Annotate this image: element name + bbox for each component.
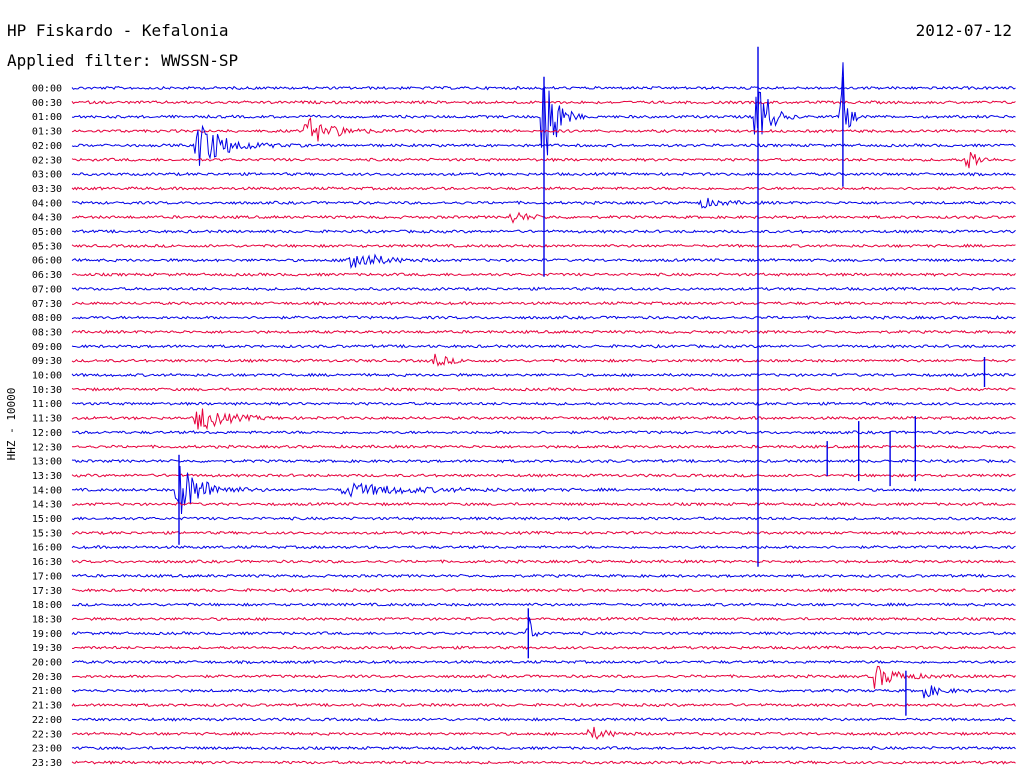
trace-row [71,685,1016,699]
trace-row [71,430,1016,435]
row-label: 11:30 [32,414,62,425]
trace-row [71,544,1016,550]
row-label: 17:00 [32,571,62,582]
row-label: 21:00 [32,686,62,697]
trace-row [71,516,1016,521]
row-label: 09:30 [32,356,62,367]
row-time-labels: 00:00 00:30 01:00 01:30 02:00 02:30 03:00 03:30… [32,84,62,769]
trace-row [71,401,1016,406]
record-date: 2012-07-12 [915,21,1012,40]
trace-row [71,587,1016,593]
trace-row [71,286,1016,292]
trace-row [71,665,1016,689]
row-label: 16:30 [32,557,62,568]
row-label: 23:30 [32,758,62,769]
row-label: 03:00 [32,170,62,181]
trace-row [71,315,1016,320]
row-label: 18:30 [32,614,62,625]
row-label: 00:30 [32,98,62,109]
row-label: 10:00 [32,371,62,382]
row-label: 06:30 [32,270,62,281]
row-label: 02:00 [32,141,62,152]
row-label: 00:00 [32,84,62,95]
row-label: 21:30 [32,701,62,712]
row-label: 16:00 [32,543,62,554]
row-label: 13:00 [32,457,62,468]
row-label: 15:30 [32,528,62,539]
trace-row [71,473,1016,478]
channel-label: HHZ - 10000 [5,388,18,461]
trace-row [71,645,1016,650]
trace-row [71,329,1016,335]
trace-row [71,465,1016,515]
row-label: 19:30 [32,643,62,654]
row-label: 06:00 [32,256,62,267]
row-label: 01:30 [32,127,62,138]
trace-row [71,301,1016,306]
trace-row [71,458,1016,464]
row-label: 04:30 [32,213,62,224]
station-title: HP Fiskardo - Kefalonia [7,21,229,40]
trace-row [71,559,1016,564]
row-label: 10:30 [32,385,62,396]
trace-row [71,602,1016,607]
trace-row [71,616,1016,622]
filter-label: Applied filter: WWSSN-SP [7,51,239,70]
row-label: 09:00 [32,342,62,353]
row-label: 22:00 [32,715,62,726]
row-label: 08:30 [32,327,62,338]
row-label: 20:00 [32,658,62,669]
row-label: 20:30 [32,672,62,683]
row-label: 01:00 [32,112,62,123]
row-label: 17:30 [32,586,62,597]
row-label: 14:30 [32,500,62,511]
row-label: 03:30 [32,184,62,195]
trace-row [71,760,1016,765]
trace-row [71,745,1016,751]
trace-row [71,372,1016,378]
row-label: 05:00 [32,227,62,238]
row-label: 04:00 [32,198,62,209]
trace-row [71,659,1016,665]
trace-row [71,353,1016,367]
trace-row [71,717,1016,722]
trace-row [71,702,1016,708]
row-label: 07:30 [32,299,62,310]
row-label: 11:00 [32,399,62,410]
trace-row [71,343,1016,349]
row-label: 23:00 [32,744,62,755]
row-label: 14:00 [32,485,62,496]
row-label: 05:30 [32,241,62,252]
trace-row [71,726,1016,740]
trace-row [71,387,1016,392]
row-label: 08:00 [32,313,62,324]
seismic-traces [71,46,1016,765]
trace-row [71,617,1016,638]
trace-row [71,573,1016,579]
row-label: 22:30 [32,729,62,740]
row-label: 18:00 [32,600,62,611]
trace-row [71,408,1016,431]
row-label: 15:00 [32,514,62,525]
trace-row [71,444,1016,449]
row-label: 13:30 [32,471,62,482]
trace-row [71,501,1016,507]
row-label: 07:00 [32,284,62,295]
row-label: 12:00 [32,428,62,439]
trace-row [71,530,1016,536]
row-label: 12:30 [32,442,62,453]
row-label: 02:30 [32,155,62,166]
row-label: 19:00 [32,629,62,640]
